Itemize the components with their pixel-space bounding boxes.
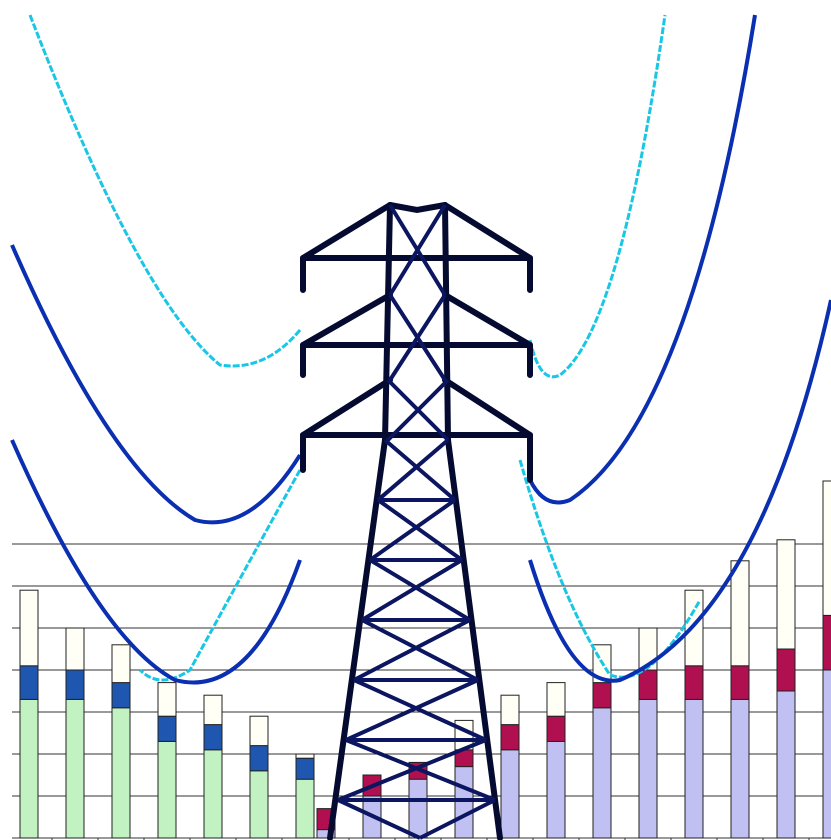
cable <box>138 469 302 682</box>
bar-segment <box>684 698 704 839</box>
bar-segment <box>500 724 520 751</box>
bar-segment <box>157 682 177 717</box>
bar-segment <box>592 682 612 709</box>
bar-segment <box>776 690 796 839</box>
bar-segment <box>249 745 269 772</box>
tower-peak <box>387 202 448 214</box>
bar-segment <box>730 698 750 839</box>
cable <box>28 14 302 368</box>
bar-segment <box>822 480 831 616</box>
tower-hanger <box>300 255 533 483</box>
bar-segment <box>592 707 612 839</box>
bar-segment <box>157 715 177 742</box>
bar-segment <box>546 740 566 839</box>
bar-segment <box>822 614 831 671</box>
bar-segment <box>500 694 520 726</box>
bar-segment <box>65 669 85 700</box>
cable <box>528 14 757 505</box>
bar-segment <box>111 707 131 839</box>
bar-chart <box>12 480 831 840</box>
bar-segment <box>249 770 269 839</box>
bar-segment <box>638 698 658 839</box>
bar-segment <box>500 749 520 839</box>
bar-segment <box>203 749 223 839</box>
bar-segment <box>65 698 85 839</box>
cable <box>10 244 302 525</box>
cables <box>10 14 831 685</box>
bar-segment <box>295 753 315 759</box>
bar-segment <box>822 669 831 839</box>
bar-segment <box>19 698 39 839</box>
bar-segment <box>65 627 85 671</box>
bar-segment <box>203 724 223 751</box>
bar-segment <box>157 740 177 839</box>
bar-segment <box>249 715 269 747</box>
bar-segment <box>546 715 566 742</box>
tower-brace <box>337 203 496 840</box>
bar-segment <box>111 644 131 684</box>
bar-segment <box>684 589 704 667</box>
bar-segment <box>111 682 131 709</box>
bar-segment <box>730 560 750 667</box>
bar-segment <box>730 665 750 700</box>
bar-segment <box>203 694 223 726</box>
cable <box>528 14 667 379</box>
bar-segment <box>454 766 474 839</box>
bar-segment <box>19 665 39 700</box>
bar-segment <box>638 669 658 700</box>
bar-segment <box>408 778 428 839</box>
bar-segment <box>295 778 315 839</box>
tower <box>300 202 533 840</box>
bar-segment <box>684 665 704 700</box>
cable <box>10 439 302 685</box>
bar-segment <box>19 589 39 667</box>
cable <box>528 299 831 683</box>
bar-segment <box>295 757 315 780</box>
bar-segment <box>546 682 566 717</box>
tower-arm <box>300 202 533 438</box>
bar-segment <box>776 539 796 650</box>
bar-segment <box>776 648 796 692</box>
